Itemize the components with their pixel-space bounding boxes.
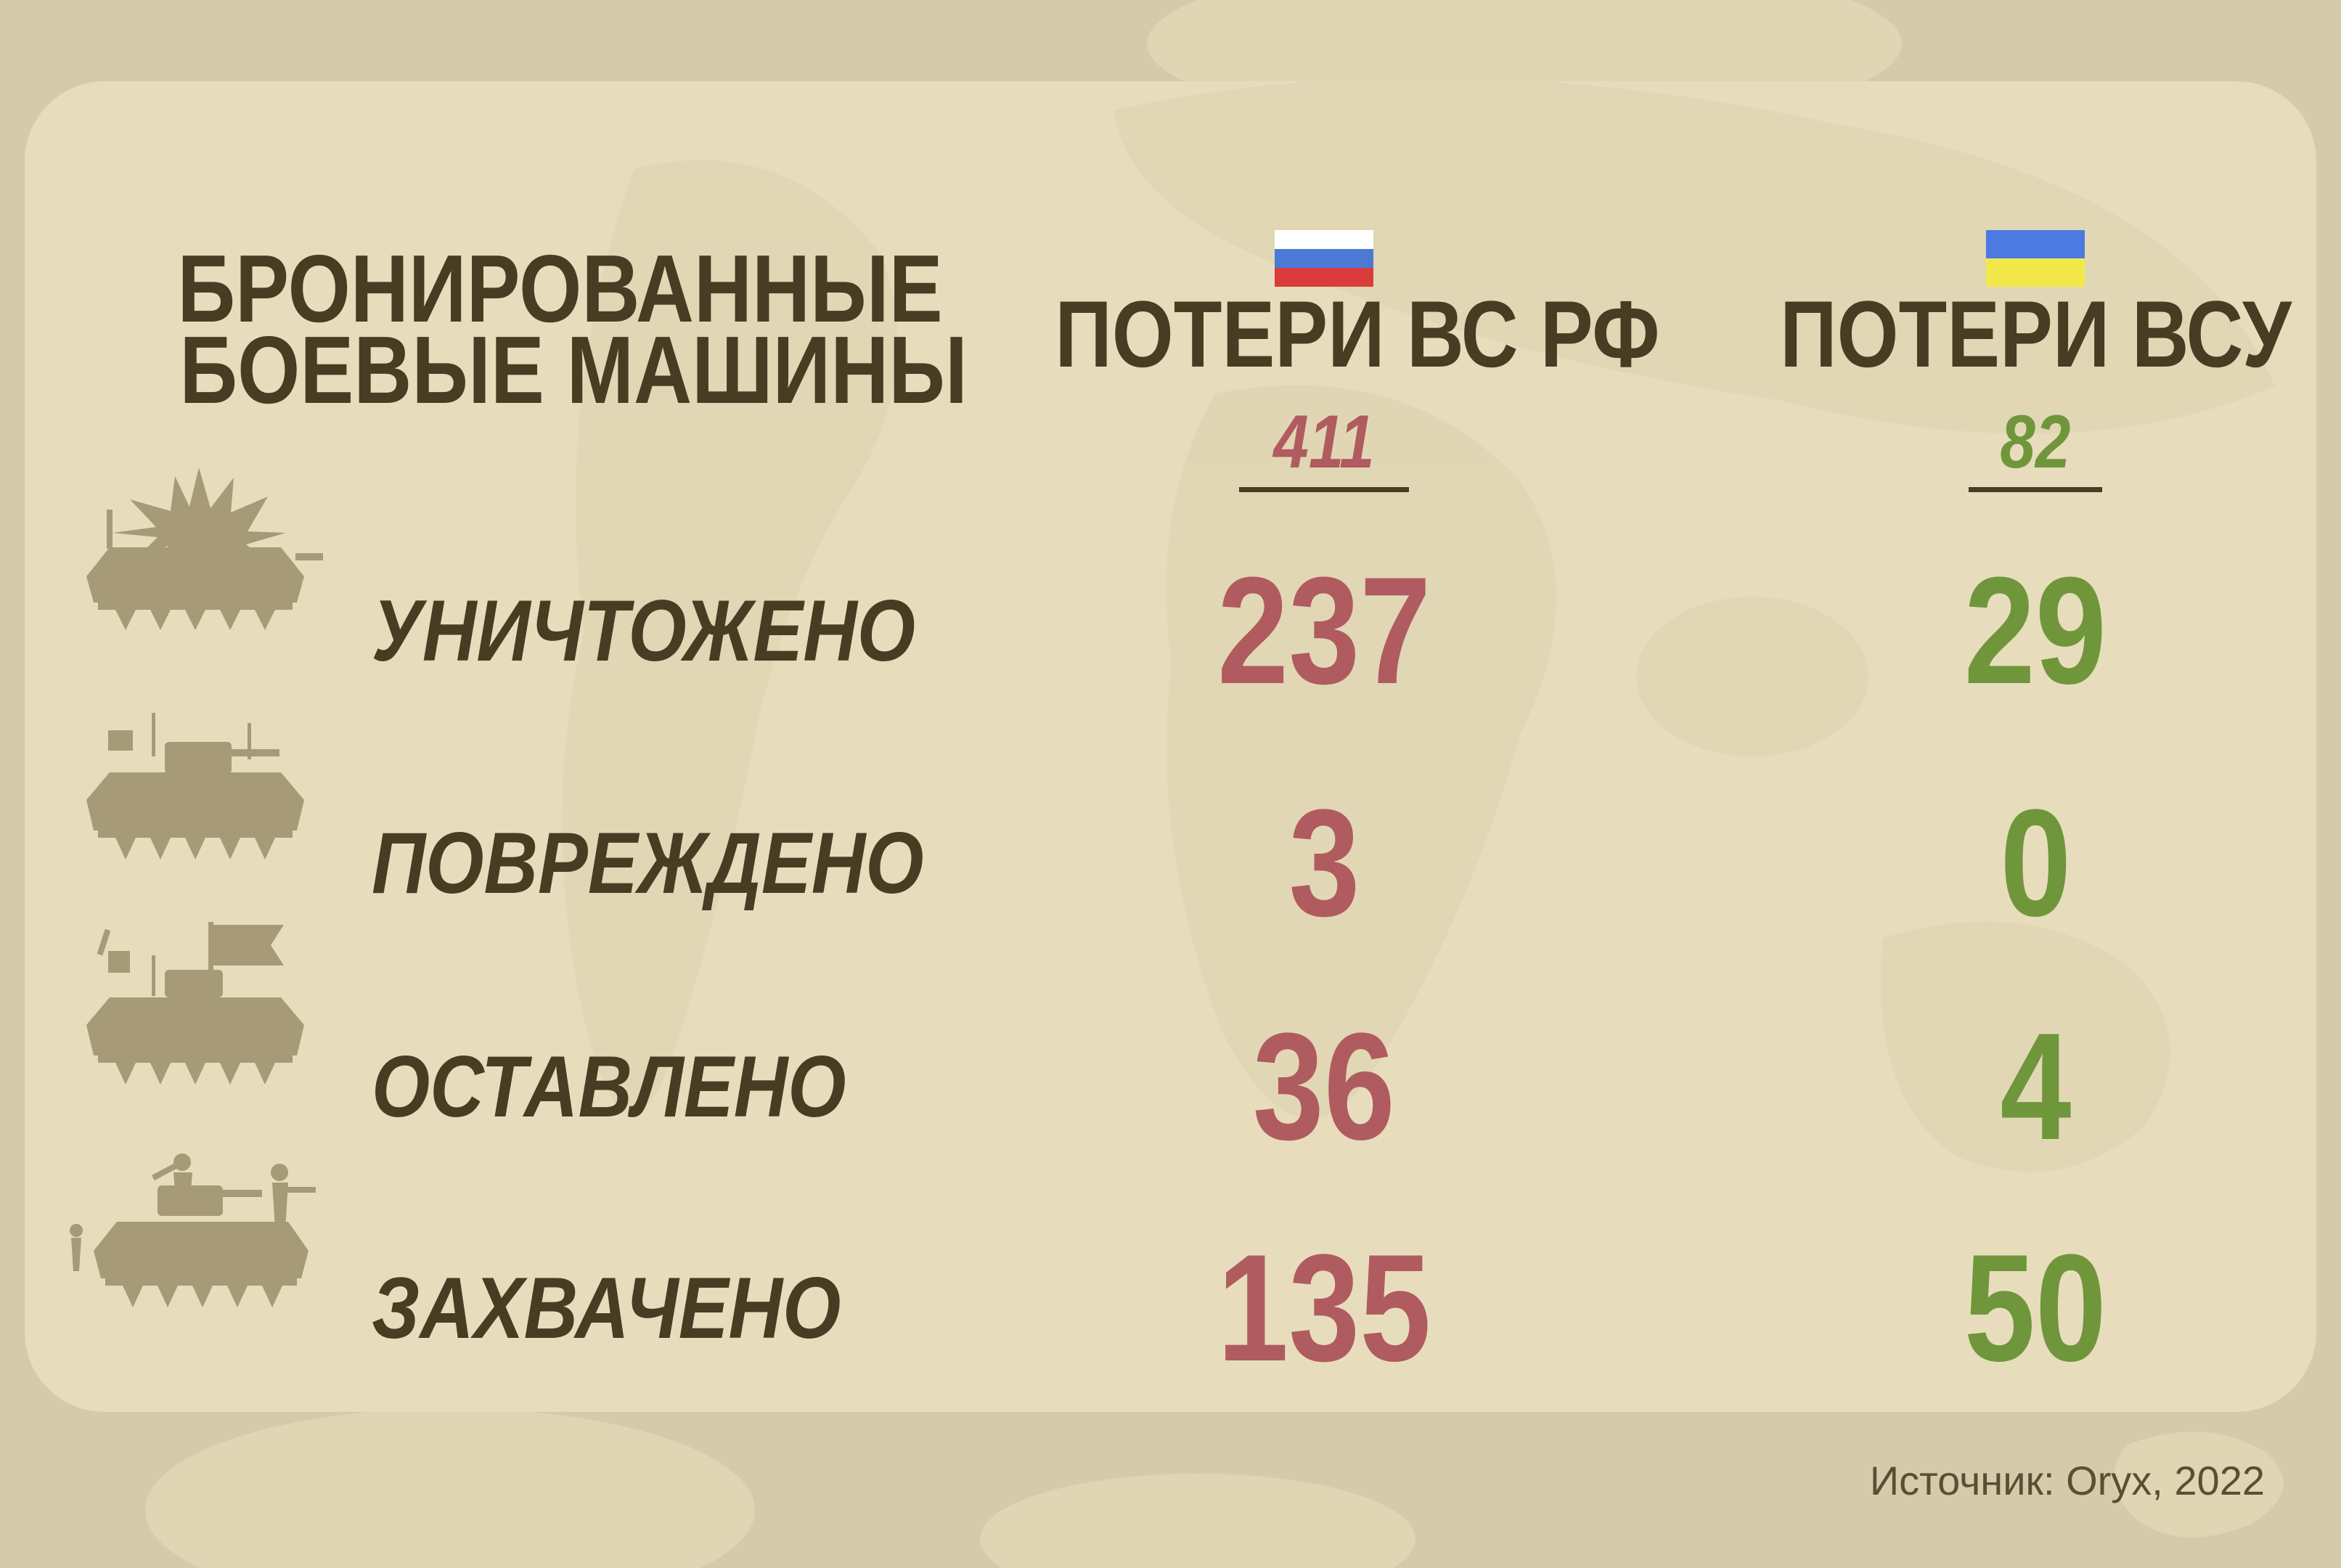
rf-total: 411 — [1239, 404, 1409, 492]
rf-column-label: ПОТЕРИ ВС РФ — [1055, 281, 1660, 387]
row-label: ЗАХВАЧЕНО — [372, 1259, 841, 1357]
source-note: Источник: Oryx, 2022 — [1869, 1458, 2265, 1503]
rf-value: 36 — [1252, 1001, 1396, 1172]
captured-vehicle-icon — [70, 1153, 316, 1307]
ukraine-flag-icon — [1986, 230, 2085, 287]
info-panel: БРОНИРОВАННЫЕ БОЕВЫЕ МАШИНЫ ПОТЕРИ ВС РФ… — [25, 81, 2316, 1412]
abandoned-vehicle-icon — [86, 922, 304, 1085]
rf-value: 3 — [1288, 777, 1360, 948]
rf-column-header: ПОТЕРИ ВС РФ 411 — [997, 230, 1660, 492]
row-label: ПОВРЕЖДЕНО — [372, 814, 924, 912]
rf-value: 237 — [1217, 545, 1431, 716]
rf-value: 135 — [1217, 1222, 1431, 1393]
page-title-line2: БОЕВЫЕ МАШИНЫ — [179, 317, 968, 423]
vsu-column-header: ПОТЕРИ ВСУ 82 — [1709, 230, 2316, 492]
russia-flag-icon — [1275, 230, 1373, 287]
vsu-total: 82 — [1969, 404, 2102, 492]
vsu-value: 29 — [1964, 545, 2107, 716]
world-map-silhouette — [562, 81, 2275, 1172]
page-title-line1: БРОНИРОВАННЫЕ — [177, 235, 943, 342]
page-title: БРОНИРОВАННЫЕ БОЕВЫЕ МАШИНЫ — [105, 235, 967, 418]
destroyed-vehicle-icon — [86, 467, 323, 630]
damaged-vehicle-icon — [86, 713, 304, 859]
vsu-value: 0 — [1999, 777, 2072, 948]
vsu-value: 50 — [1964, 1222, 2107, 1393]
row-label: ОСТАВЛЕНО — [372, 1038, 846, 1135]
vsu-column-label: ПОТЕРИ ВСУ — [1779, 281, 2292, 387]
vsu-value: 4 — [1999, 1001, 2072, 1172]
row-label: УНИЧТОЖЕНО — [372, 582, 916, 679]
